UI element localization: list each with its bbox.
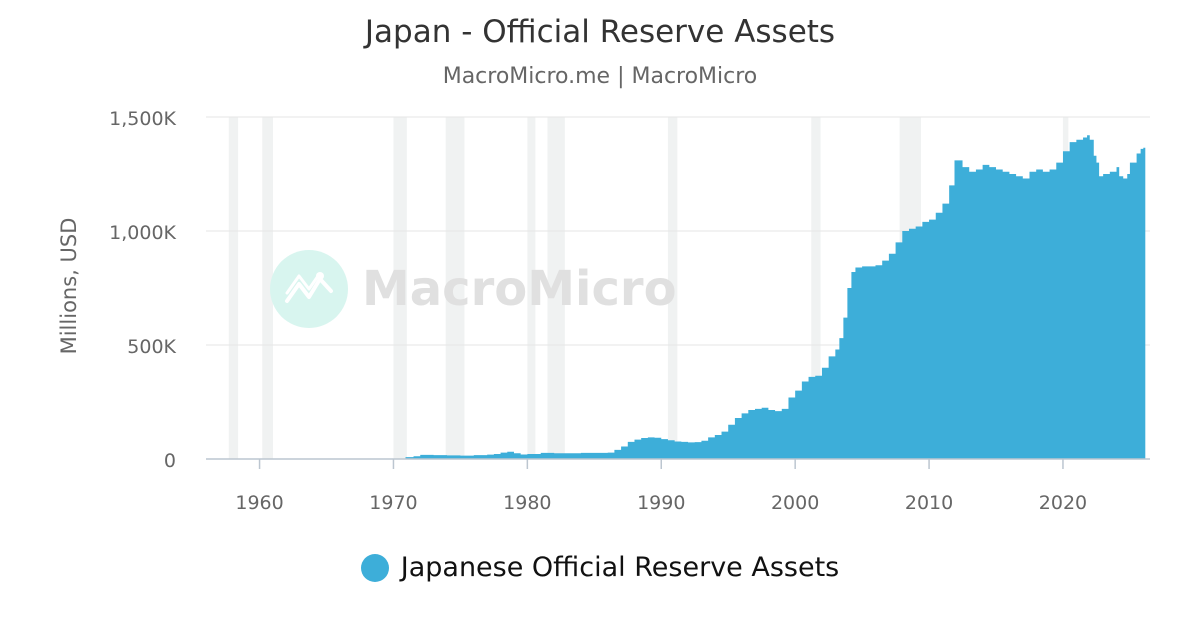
recession-band: [445, 117, 465, 459]
watermark: MacroMicro: [270, 250, 677, 328]
x-tick-label: 2010: [905, 492, 953, 514]
y-tick-label: 0: [164, 450, 176, 472]
recession-band: [811, 117, 821, 459]
chart-title: Japan - Official Reserve Assets: [364, 14, 836, 50]
x-tick-label: 2020: [1039, 492, 1087, 514]
legend-marker-icon: [360, 553, 389, 582]
x-tick-label: 1970: [369, 492, 417, 514]
recession-band: [527, 117, 536, 459]
x-tick-label: 1960: [235, 492, 283, 514]
x-tick-label: 1990: [637, 492, 685, 514]
recession-band: [667, 117, 678, 459]
series-area: [405, 135, 1146, 460]
recession-band: [228, 117, 239, 459]
recession-band: [547, 117, 565, 459]
watermark-text: MacroMicro: [362, 261, 677, 317]
legend[interactable]: Japanese Official Reserve Assets: [0, 552, 1200, 583]
y-tick-label: 1,500K: [109, 108, 176, 130]
x-tick-label: 1980: [503, 492, 551, 514]
series-areas: [405, 135, 1146, 460]
legend-label: Japanese Official Reserve Assets: [400, 552, 840, 583]
y-axis-label: Millions, USD: [57, 218, 81, 355]
chart-subtitle: MacroMicro.me | MacroMicro: [442, 64, 758, 89]
axes: 0 500K 1,000K 1,500K 1960 1970 1980 1990 2000 201…: [109, 108, 1150, 514]
y-tick-label: 1,000K: [109, 222, 176, 244]
watermark-chart-glyph: [285, 277, 333, 303]
y-tick-label: 500K: [127, 336, 176, 358]
recession-band: [393, 117, 407, 459]
x-tick-label: 2000: [771, 492, 819, 514]
recession-band: [262, 117, 273, 459]
